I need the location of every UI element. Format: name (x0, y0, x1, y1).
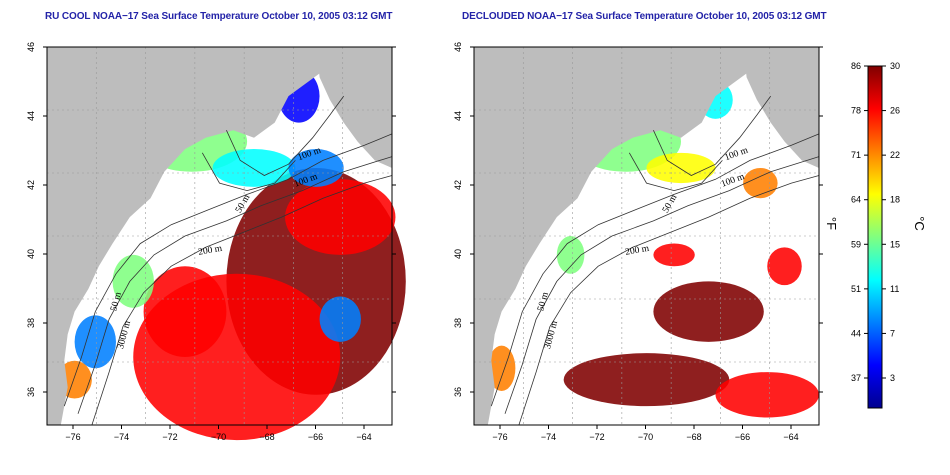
y-tick-label: 40 (26, 249, 36, 259)
land-mass (474, 47, 819, 425)
left-map-title: RU COOL NOAA−17 Sea Surface Temperature … (45, 11, 393, 22)
x-tick-label: −74 (114, 432, 129, 442)
map-frame (473, 46, 820, 426)
sst-region (74, 315, 116, 369)
celsius-tick-label: 26 (890, 106, 900, 116)
x-tick-label: −70 (211, 432, 226, 442)
fahrenheit-tick-label: 71 (851, 150, 861, 160)
fahrenheit-tick-label: 37 (851, 373, 861, 383)
bathymetry-contour (77, 156, 393, 414)
y-tick-label: 38 (26, 318, 36, 328)
map-frame (46, 46, 393, 426)
sst-region (653, 243, 695, 267)
celsius-tick-label: 15 (890, 239, 900, 249)
x-tick-label: −76 (65, 432, 80, 442)
sst-region (319, 296, 361, 342)
declouded-sst-map-panel: 100 m 100 m 50 m 200 m 50 m 3000 m −76 −74 −72 −7… (453, 42, 823, 442)
temperature-colorbar: 86 78 71 64 59 51 44 37 30 26 22 18 15 11 7 3 °F °C (820, 58, 940, 418)
sst-region (653, 281, 764, 342)
depth-label: 200 m (198, 244, 224, 258)
depth-label: 50 m (109, 291, 124, 313)
celsius-tick-label: 30 (890, 61, 900, 71)
sst-region (288, 149, 344, 187)
bathymetry-contour (653, 95, 772, 176)
y-tick-label: 36 (453, 387, 463, 397)
fahrenheit-tick-label: 64 (851, 195, 861, 205)
celsius-tick-label: 7 (890, 328, 895, 338)
sst-region (556, 236, 585, 274)
sst-region (143, 266, 227, 357)
y-tick-label: 44 (26, 111, 36, 121)
sst-region (743, 167, 778, 199)
land-mass (47, 47, 392, 425)
sst-region (715, 372, 819, 418)
y-tick-label: 36 (26, 387, 36, 397)
y-tick-label: 42 (453, 180, 463, 190)
fahrenheit-tick-label: 51 (851, 284, 861, 294)
depth-label: 50 m (536, 291, 551, 313)
celsius-unit-label: °C (911, 216, 927, 231)
bathymetry-contour (201, 152, 296, 192)
depth-label: 200 m (625, 244, 651, 258)
x-tick-label: −66 (308, 432, 323, 442)
celsius-tick-label: 22 (890, 150, 900, 160)
fahrenheit-tick-label: 44 (851, 328, 861, 338)
nova-scotia-land (316, 47, 392, 168)
raw-sst-map-panel: 100 m 100 m 50 m 200 m 50 m 3000 m −76 −74 −72 −7… (26, 42, 406, 442)
celsius-tick-label: 18 (890, 195, 900, 205)
x-tick-label: −64 (783, 432, 798, 442)
x-tick-label: −68 (259, 432, 274, 442)
celsius-tick-label: 3 (890, 373, 895, 383)
sst-region (563, 353, 730, 407)
y-tick-label: 46 (26, 42, 36, 52)
sst-region (212, 149, 296, 187)
bathymetry-contour (504, 156, 820, 414)
y-tick-label: 46 (453, 42, 463, 52)
sst-region (767, 247, 802, 286)
nova-scotia-land (743, 47, 819, 168)
x-tick-label: −74 (541, 432, 556, 442)
sst-region (646, 152, 716, 184)
colorbar-graphic: 86 78 71 64 59 51 44 37 30 26 22 18 15 11 7 3 (851, 61, 900, 409)
bathymetry-contour (63, 133, 393, 407)
y-tick-label: 42 (26, 180, 36, 190)
x-tick-label: −68 (686, 432, 701, 442)
fahrenheit-tick-label: 86 (851, 61, 861, 71)
x-tick-label: −72 (162, 432, 177, 442)
fahrenheit-tick-label: 78 (851, 106, 861, 116)
x-tick-label: −76 (492, 432, 507, 442)
x-tick-label: −64 (356, 432, 371, 442)
bathymetry-contour (628, 152, 723, 192)
x-tick-label: −70 (638, 432, 653, 442)
x-tick-label: −66 (735, 432, 750, 442)
x-tick-label: −72 (589, 432, 604, 442)
bathymetry-contour (518, 175, 820, 426)
y-tick-label: 40 (453, 249, 463, 259)
fahrenheit-unit-label: °F (824, 216, 840, 231)
y-tick-label: 38 (453, 318, 463, 328)
bathymetry-contour (91, 175, 393, 426)
bathymetry-contour (226, 95, 345, 176)
celsius-tick-label: 11 (890, 284, 899, 294)
fahrenheit-tick-label: 59 (851, 239, 861, 249)
bathymetry-contour (490, 133, 820, 407)
right-map-title: DECLOUDED NOAA−17 Sea Surface Temperatur… (462, 11, 827, 22)
y-tick-label: 44 (453, 111, 463, 121)
colorbar-gradient (867, 65, 883, 409)
